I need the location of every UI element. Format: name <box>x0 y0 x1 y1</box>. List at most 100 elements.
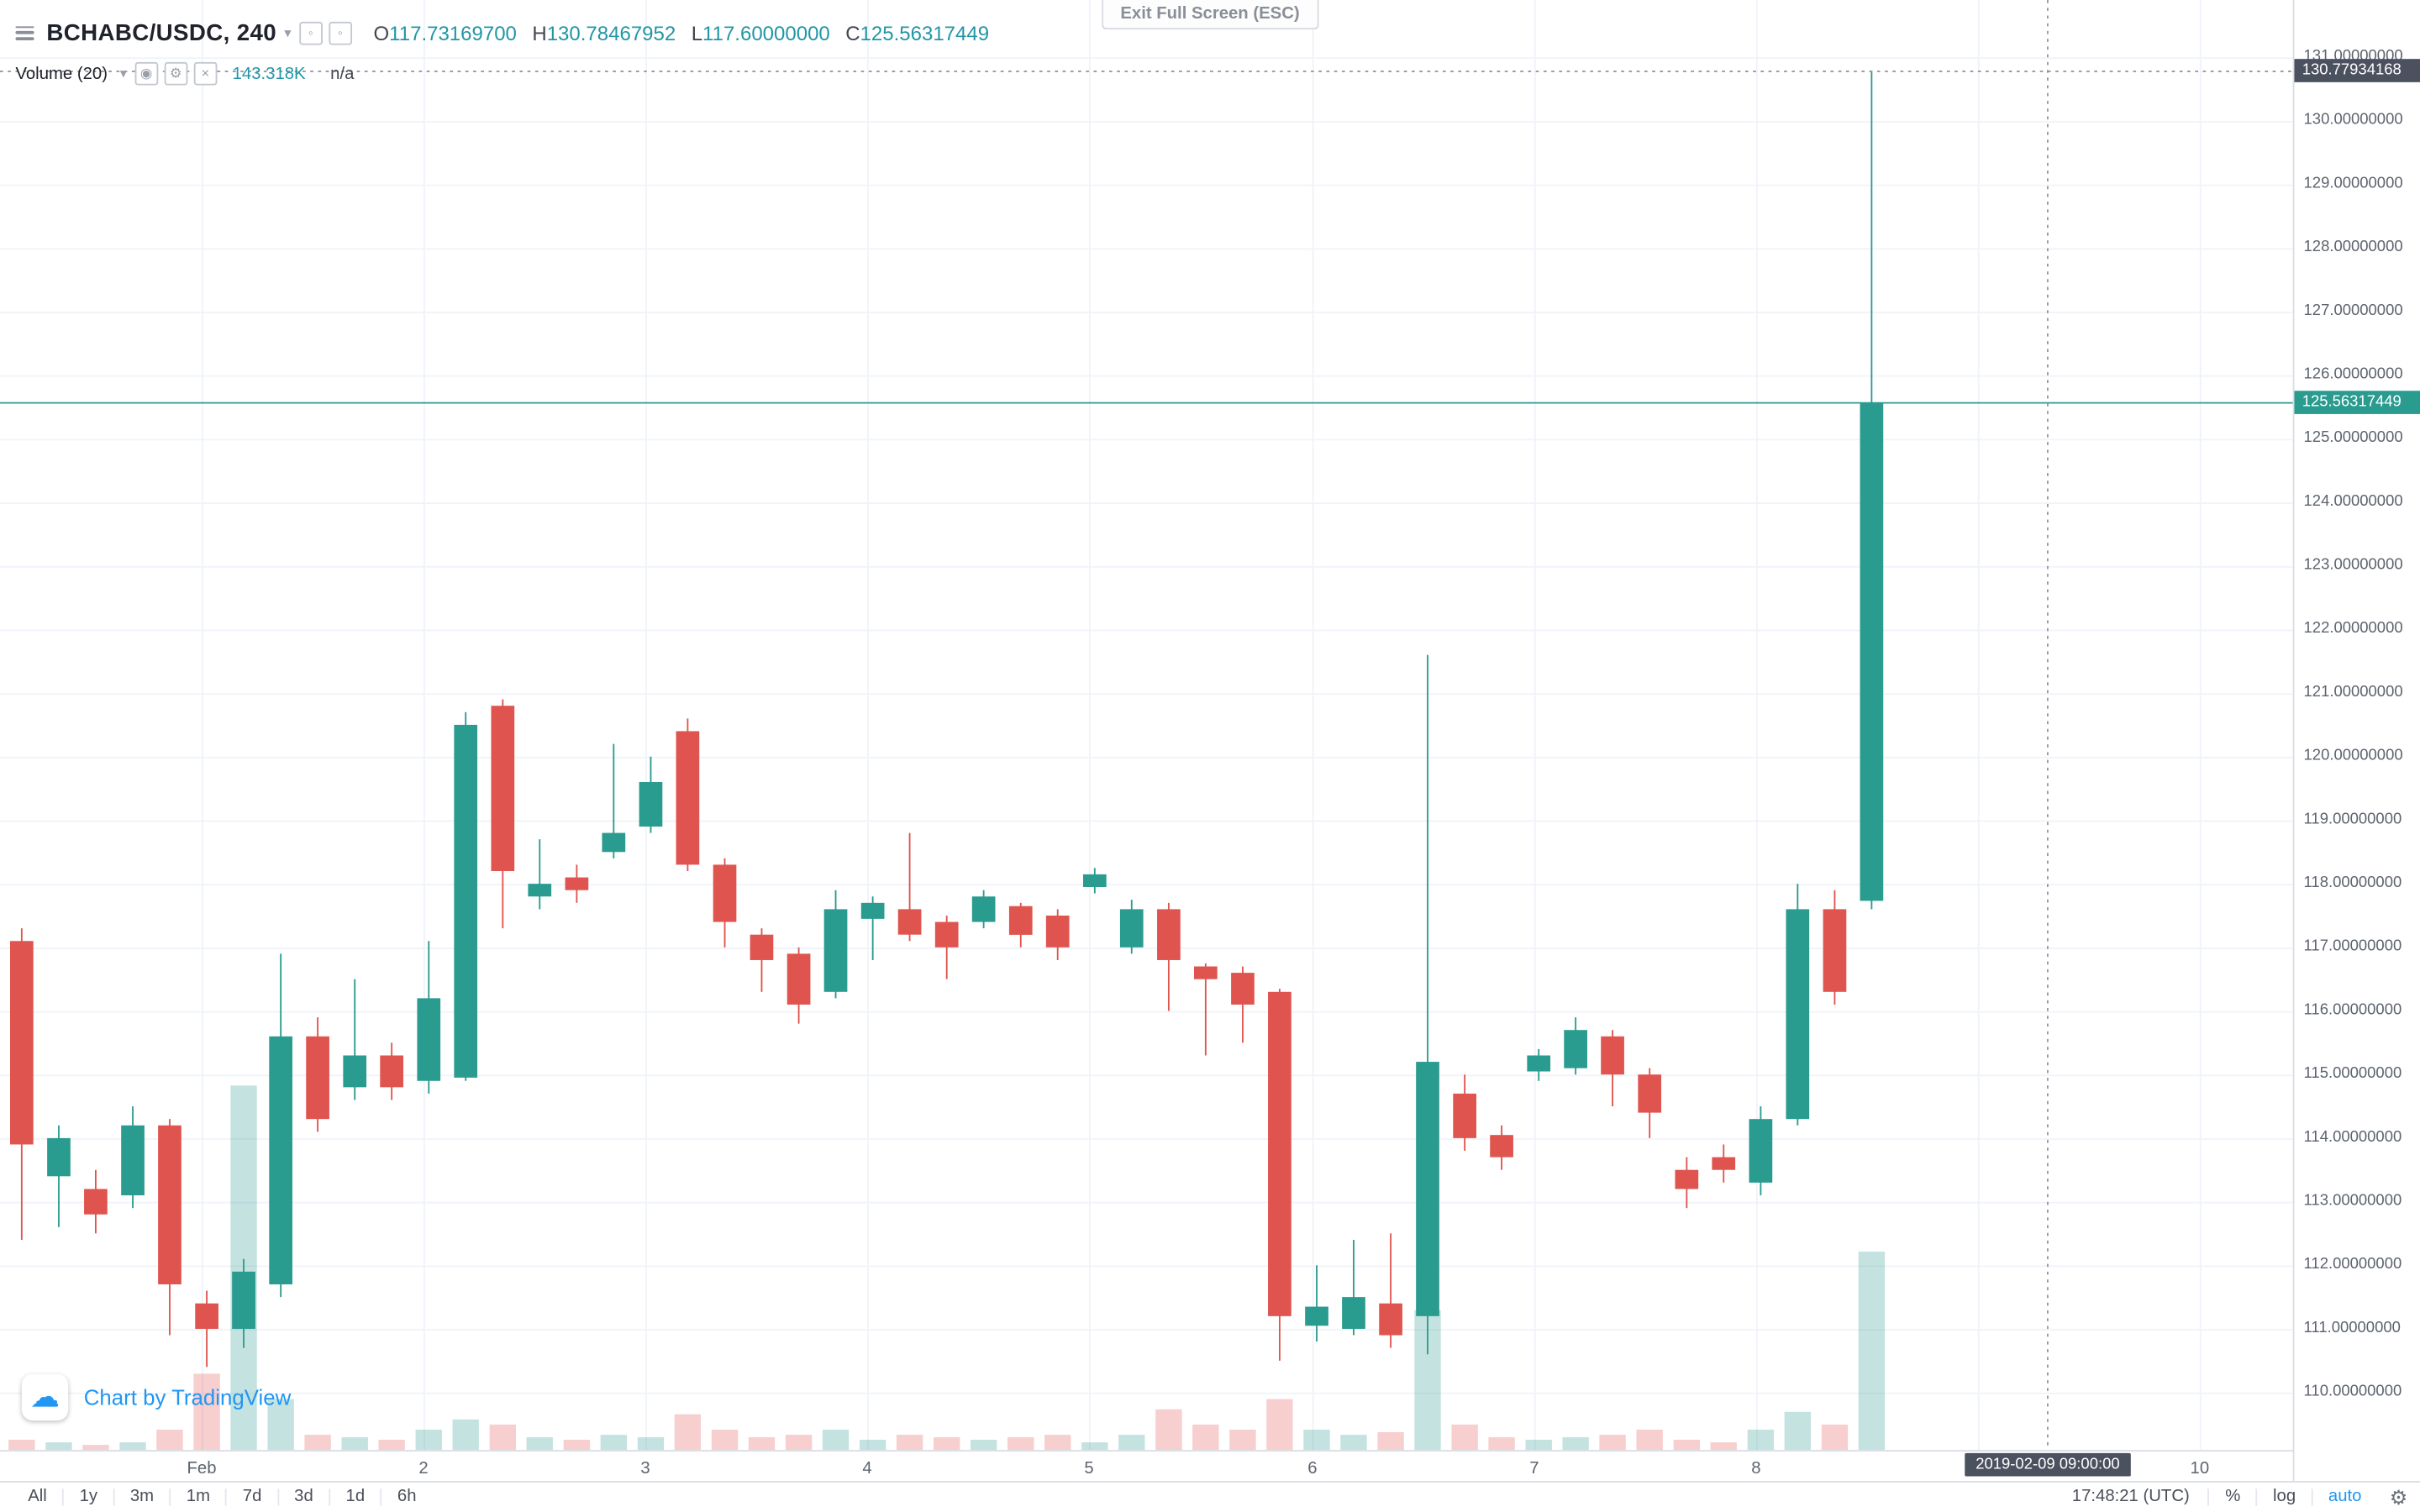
gear-icon[interactable]: ⚙ <box>164 61 188 86</box>
volume-bar <box>563 1439 591 1451</box>
volume-bar <box>970 1439 997 1451</box>
candle-body <box>232 1271 255 1329</box>
chevron-down-icon[interactable]: ▾ <box>119 65 128 81</box>
open-label: O <box>373 20 390 45</box>
candle-body <box>1712 1157 1736 1170</box>
candle-body <box>1453 1093 1476 1138</box>
candle-body <box>1860 402 1884 901</box>
candle-body <box>1379 1303 1402 1336</box>
price-axis-label: 128.00000000 <box>2303 239 2403 256</box>
volume-bar <box>711 1429 739 1451</box>
volume-bar <box>1340 1435 1367 1451</box>
range-button-3m[interactable]: 3m <box>114 1488 171 1506</box>
candle-body <box>750 934 774 960</box>
menu-icon[interactable] <box>15 25 34 40</box>
candle-body <box>971 896 996 922</box>
volume-bar <box>1562 1437 1589 1451</box>
volume-bar <box>934 1437 960 1451</box>
candle-body <box>528 884 552 897</box>
fullscreen-tooltip: Exit Full Screen (ESC) <box>1102 0 1318 30</box>
candle-body <box>786 953 811 1005</box>
price-axis-label: 125.00000000 <box>2303 429 2403 447</box>
volume-bar <box>1377 1431 1404 1451</box>
range-button-6h[interactable]: 6h <box>397 1487 417 1506</box>
close-label: C <box>845 20 860 45</box>
volume-bar <box>304 1435 331 1451</box>
range-button-1d[interactable]: 1d <box>330 1488 382 1506</box>
range-button-1y[interactable]: 1y <box>64 1488 115 1506</box>
symbol-title[interactable]: BCHABC/USDC, 240 <box>46 19 277 46</box>
volume-bar <box>1081 1442 1108 1451</box>
price-axis-label: 117.00000000 <box>2303 937 2402 956</box>
candle-body <box>380 1055 403 1088</box>
ohlc-readout: O117.73169700 H130.78467952 L117.6000000… <box>373 21 1004 45</box>
volume-bar <box>1710 1442 1737 1451</box>
low-label: L <box>691 20 703 45</box>
volume-bar <box>341 1437 368 1451</box>
close-value: 125.56317449 <box>860 20 990 45</box>
price-axis-label: 122.00000000 <box>2303 620 2403 638</box>
high-value: 130.78467952 <box>546 20 676 45</box>
volume-bar <box>1192 1424 1219 1451</box>
candle-body <box>84 1189 108 1215</box>
candle-body <box>1823 909 1847 992</box>
volume-bar <box>1118 1435 1145 1451</box>
candle-body <box>565 877 589 890</box>
eye-icon[interactable]: ◉ <box>134 61 159 86</box>
scale-mode-auto[interactable]: auto <box>2328 1487 2362 1506</box>
settings-gear-icon[interactable]: ⚙ <box>2389 1484 2408 1509</box>
bottom-toolbar: All 1y 3m 1m 7d 3d 1d 6h 17:48:21 (UTC) % log aut… <box>0 1481 2420 1512</box>
volume-bar <box>1525 1439 1552 1451</box>
price-axis-label: 121.00000000 <box>2303 683 2403 701</box>
scale-mode-percent[interactable]: % <box>2210 1488 2258 1506</box>
tradingview-logo: ☁ <box>21 1373 69 1421</box>
candle-body <box>1564 1030 1587 1068</box>
volume-bar <box>1229 1429 1256 1451</box>
volume-bar <box>674 1414 702 1451</box>
crosshair-price-badge: 130.77934168 <box>2294 59 2420 82</box>
volume-bar <box>415 1429 442 1451</box>
price-axis-label: 124.00000000 <box>2303 492 2403 511</box>
candle-body <box>897 909 922 935</box>
candle-body <box>454 724 478 1078</box>
scale-modes: % log auto <box>2210 1483 2377 1512</box>
scale-mode-log[interactable]: log <box>2258 1488 2313 1506</box>
range-button-7d[interactable]: 7d <box>227 1488 279 1506</box>
time-axis-label: 3 <box>640 1459 650 1478</box>
clock[interactable]: 17:48:21 (UTC) <box>2054 1488 2210 1506</box>
range-button-3d[interactable]: 3d <box>279 1488 331 1506</box>
chart-settings-icon[interactable]: ◦ <box>328 20 352 45</box>
candlestick-chart[interactable] <box>0 0 2293 1451</box>
volume-bar <box>267 1399 294 1451</box>
candle-body <box>1786 909 1810 1120</box>
volume-bar <box>82 1445 109 1451</box>
volume-bar <box>1784 1411 1812 1451</box>
price-axis-label: 111.00000000 <box>2303 1319 2401 1337</box>
price-axis-label: 127.00000000 <box>2303 302 2403 320</box>
range-button-1m[interactable]: 1m <box>171 1488 228 1506</box>
candle-body <box>1749 1119 1773 1183</box>
branding[interactable]: ☁ Chart by TradingView <box>21 1373 292 1421</box>
range-button-all[interactable]: All <box>13 1488 65 1506</box>
compare-icon[interactable]: ◦ <box>298 20 323 45</box>
price-axis[interactable]: 110.00000000 111.00000000 112.00000000 113.… <box>2292 0 2420 1482</box>
branding-link[interactable]: Chart by TradingView <box>83 1384 292 1410</box>
time-axis-label: 2 <box>418 1459 429 1478</box>
close-icon[interactable]: × <box>193 61 218 86</box>
volume-bar <box>1599 1435 1626 1451</box>
volume-bar <box>1858 1252 1886 1451</box>
volume-bar <box>1821 1424 1849 1451</box>
volume-bar <box>896 1435 923 1451</box>
chevron-down-icon[interactable]: ▾ <box>284 24 292 40</box>
indicator-title[interactable]: Volume (20) <box>15 64 108 83</box>
time-axis[interactable]: Feb 2 3 4 5 6 7 8 10 2019-02-09 09:00:00 <box>0 1450 2293 1483</box>
candle-body <box>1045 915 1070 948</box>
price-axis-label: 123.00000000 <box>2303 556 2403 574</box>
price-axis-label: 110.00000000 <box>2303 1383 2402 1400</box>
volume-bar <box>637 1437 665 1451</box>
price-axis-label: 126.00000000 <box>2303 365 2403 383</box>
candle-body <box>676 731 700 865</box>
volume-bar <box>8 1439 35 1451</box>
candle-body <box>1416 1062 1439 1316</box>
